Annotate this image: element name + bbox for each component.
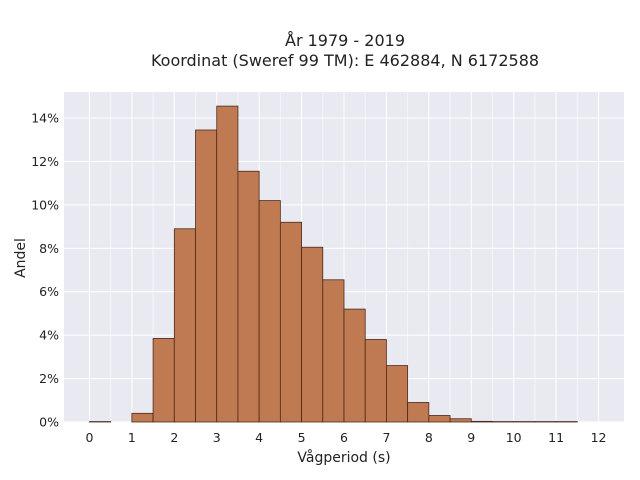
x-tick-label: 2: [170, 430, 178, 445]
histogram-bar: [470, 420, 493, 423]
x-tick-label: 11: [548, 430, 564, 445]
y-tick-label: 0%: [39, 415, 59, 430]
bars: [89, 105, 578, 423]
x-tick-label: 0: [85, 430, 93, 445]
y-tick-label: 14%: [31, 111, 59, 126]
histogram-bar: [407, 402, 430, 423]
y-tick-label: 4%: [39, 328, 59, 343]
histogram-bar: [301, 246, 324, 423]
histogram-bar: [343, 308, 366, 423]
x-tick-label: 6: [340, 430, 348, 445]
y-tick-label: 10%: [31, 197, 59, 212]
histogram-bar: [216, 105, 239, 423]
histogram-bar: [173, 228, 196, 423]
histogram-bar: [428, 415, 451, 423]
histogram-bar: [258, 200, 281, 423]
histogram-bar: [279, 221, 302, 423]
histogram-bar: [386, 365, 409, 423]
histogram-bar: [237, 170, 260, 423]
y-tick-label: 12%: [31, 154, 59, 169]
x-axis-ticks: 0 1 2 3 4 5 6 7 8 9 10 11 12: [85, 430, 606, 445]
x-tick-label: 8: [425, 430, 433, 445]
x-tick-label: 4: [255, 430, 263, 445]
x-tick-label: 5: [298, 430, 306, 445]
histogram-bar: [195, 129, 218, 423]
x-tick-label: 7: [382, 430, 390, 445]
y-tick-label: 6%: [39, 284, 59, 299]
histogram-bar: [131, 412, 154, 423]
x-tick-label: 3: [213, 430, 221, 445]
chart-title-line2: Koordinat (Sweref 99 TM): E 462884, N 61…: [151, 51, 539, 70]
x-tick-label: 1: [128, 430, 136, 445]
histogram-bar: [322, 279, 345, 423]
x-tick-label: 10: [506, 430, 522, 445]
x-tick-label: 12: [591, 430, 607, 445]
histogram-bar: [152, 338, 175, 423]
chart-title-line1: År 1979 - 2019: [285, 31, 405, 50]
histogram-bar: [449, 418, 472, 423]
y-tick-label: 2%: [39, 371, 59, 386]
y-tick-label: 8%: [39, 241, 59, 256]
y-axis-ticks: 0% 2% 4% 6% 8% 10% 12% 14%: [31, 111, 59, 430]
histogram-bar: [364, 339, 387, 423]
x-tick-label: 9: [467, 430, 475, 445]
x-axis-label: Vågperiod (s): [297, 449, 390, 466]
y-axis-label: Andel: [13, 238, 29, 278]
